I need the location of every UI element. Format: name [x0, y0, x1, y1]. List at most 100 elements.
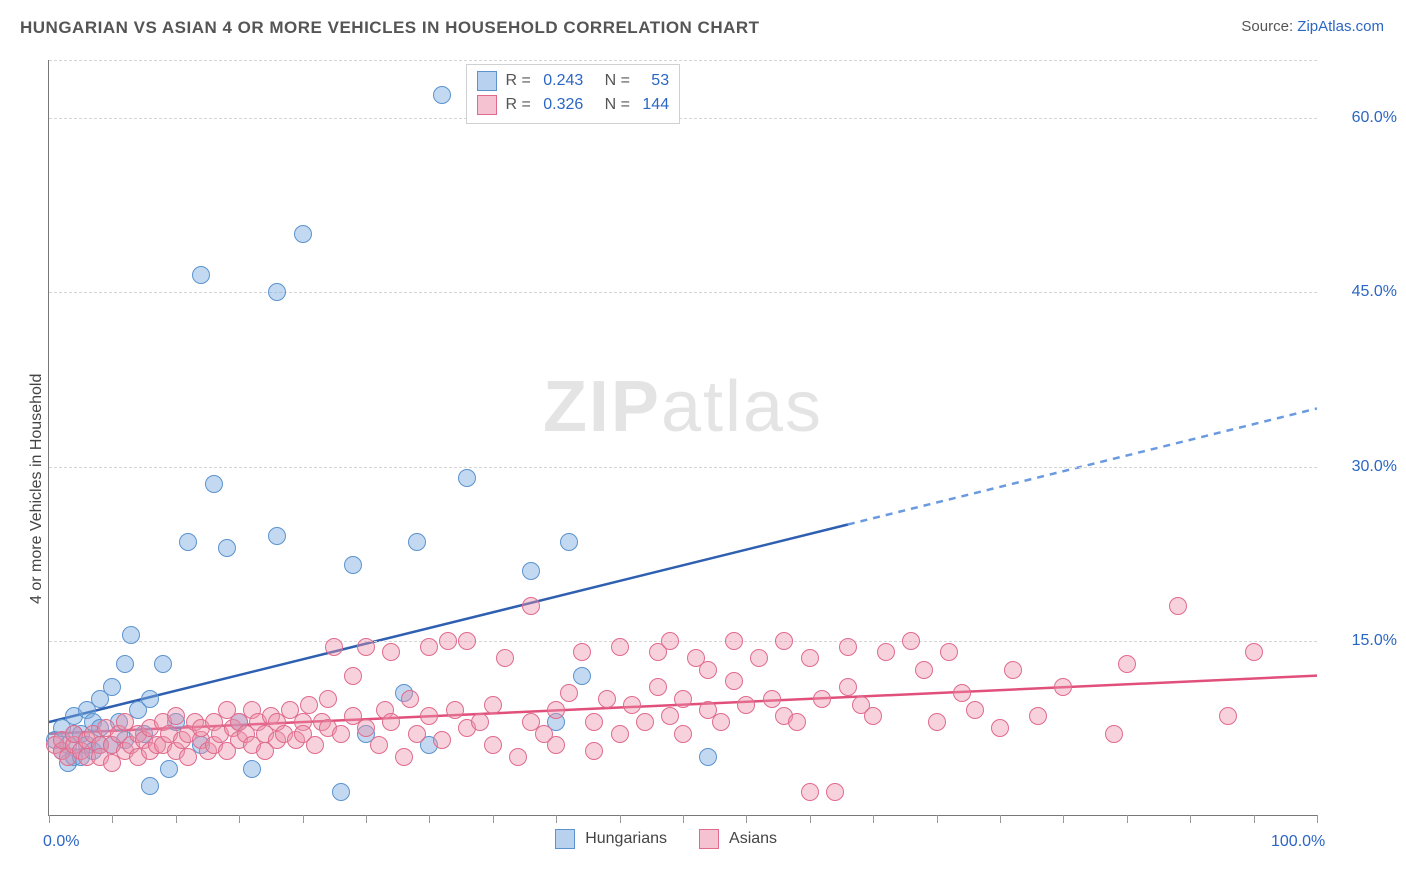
data-point: [636, 713, 654, 731]
data-point: [395, 748, 413, 766]
data-point: [915, 661, 933, 679]
data-point: [611, 638, 629, 656]
x-tick: [1000, 815, 1001, 823]
data-point: [712, 713, 730, 731]
data-point: [877, 643, 895, 661]
data-point: [1169, 597, 1187, 615]
data-point: [966, 701, 984, 719]
data-point: [1118, 655, 1136, 673]
grid-line: [49, 60, 1317, 61]
data-point: [953, 684, 971, 702]
data-point: [433, 86, 451, 104]
data-point: [661, 632, 679, 650]
data-point: [573, 643, 591, 661]
data-point: [458, 632, 476, 650]
data-point: [154, 655, 172, 673]
legend-swatch: [699, 829, 719, 849]
data-point: [433, 731, 451, 749]
data-point: [674, 725, 692, 743]
data-point: [496, 649, 514, 667]
series-legend: HungariansAsians: [555, 829, 799, 849]
data-point: [439, 632, 457, 650]
watermark: ZIPatlas: [543, 366, 823, 448]
legend-label: Hungarians: [585, 830, 667, 848]
legend-swatch: [555, 829, 575, 849]
data-point: [332, 725, 350, 743]
data-point: [522, 562, 540, 580]
data-point: [547, 736, 565, 754]
chart-title: HUNGARIAN VS ASIAN 4 OR MORE VEHICLES IN…: [20, 18, 760, 38]
legend-row: R = 0.326 N = 144: [477, 93, 669, 117]
data-point: [674, 690, 692, 708]
data-point: [699, 661, 717, 679]
data-point: [864, 707, 882, 725]
data-point: [294, 225, 312, 243]
data-point: [344, 667, 362, 685]
x-tick: [1063, 815, 1064, 823]
data-point: [725, 672, 743, 690]
data-point: [103, 678, 121, 696]
source-prefix: Source:: [1241, 18, 1297, 35]
data-point: [661, 707, 679, 725]
x-tick: [112, 815, 113, 823]
data-point: [560, 533, 578, 551]
data-point: [325, 638, 343, 656]
data-point: [763, 690, 781, 708]
data-point: [205, 475, 223, 493]
x-axis-max-label: 100.0%: [1271, 833, 1325, 851]
data-point: [928, 713, 946, 731]
data-point: [598, 690, 616, 708]
data-point: [737, 696, 755, 714]
data-point: [902, 632, 920, 650]
data-point: [357, 719, 375, 737]
data-point: [991, 719, 1009, 737]
data-point: [484, 696, 502, 714]
data-point: [319, 690, 337, 708]
data-point: [179, 533, 197, 551]
data-point: [940, 643, 958, 661]
x-tick: [366, 815, 367, 823]
data-point: [179, 748, 197, 766]
x-axis-min-label: 0.0%: [43, 833, 79, 851]
data-point: [458, 469, 476, 487]
data-point: [116, 655, 134, 673]
x-tick: [620, 815, 621, 823]
data-point: [813, 690, 831, 708]
data-point: [446, 701, 464, 719]
data-point: [585, 742, 603, 760]
grid-line: [49, 118, 1317, 119]
data-point: [623, 696, 641, 714]
source-credit: Source: ZipAtlas.com: [1241, 18, 1384, 35]
data-point: [382, 713, 400, 731]
data-point: [243, 760, 261, 778]
data-point: [357, 638, 375, 656]
source-link[interactable]: ZipAtlas.com: [1297, 18, 1384, 35]
data-point: [344, 556, 362, 574]
data-point: [218, 539, 236, 557]
data-point: [699, 748, 717, 766]
x-tick: [1254, 815, 1255, 823]
legend-swatch: [477, 95, 497, 115]
data-point: [826, 783, 844, 801]
data-point: [370, 736, 388, 754]
data-point: [268, 527, 286, 545]
data-point: [725, 632, 743, 650]
data-point: [420, 707, 438, 725]
data-point: [300, 696, 318, 714]
data-point: [1219, 707, 1237, 725]
x-tick: [1317, 815, 1318, 823]
x-tick: [873, 815, 874, 823]
x-tick: [1127, 815, 1128, 823]
data-point: [268, 283, 286, 301]
data-point: [560, 684, 578, 702]
data-point: [649, 678, 667, 696]
data-point: [585, 713, 603, 731]
x-tick: [683, 815, 684, 823]
data-point: [788, 713, 806, 731]
data-point: [408, 533, 426, 551]
data-point: [1054, 678, 1072, 696]
data-point: [750, 649, 768, 667]
data-point: [509, 748, 527, 766]
watermark-zip: ZIP: [543, 367, 661, 447]
data-point: [160, 760, 178, 778]
